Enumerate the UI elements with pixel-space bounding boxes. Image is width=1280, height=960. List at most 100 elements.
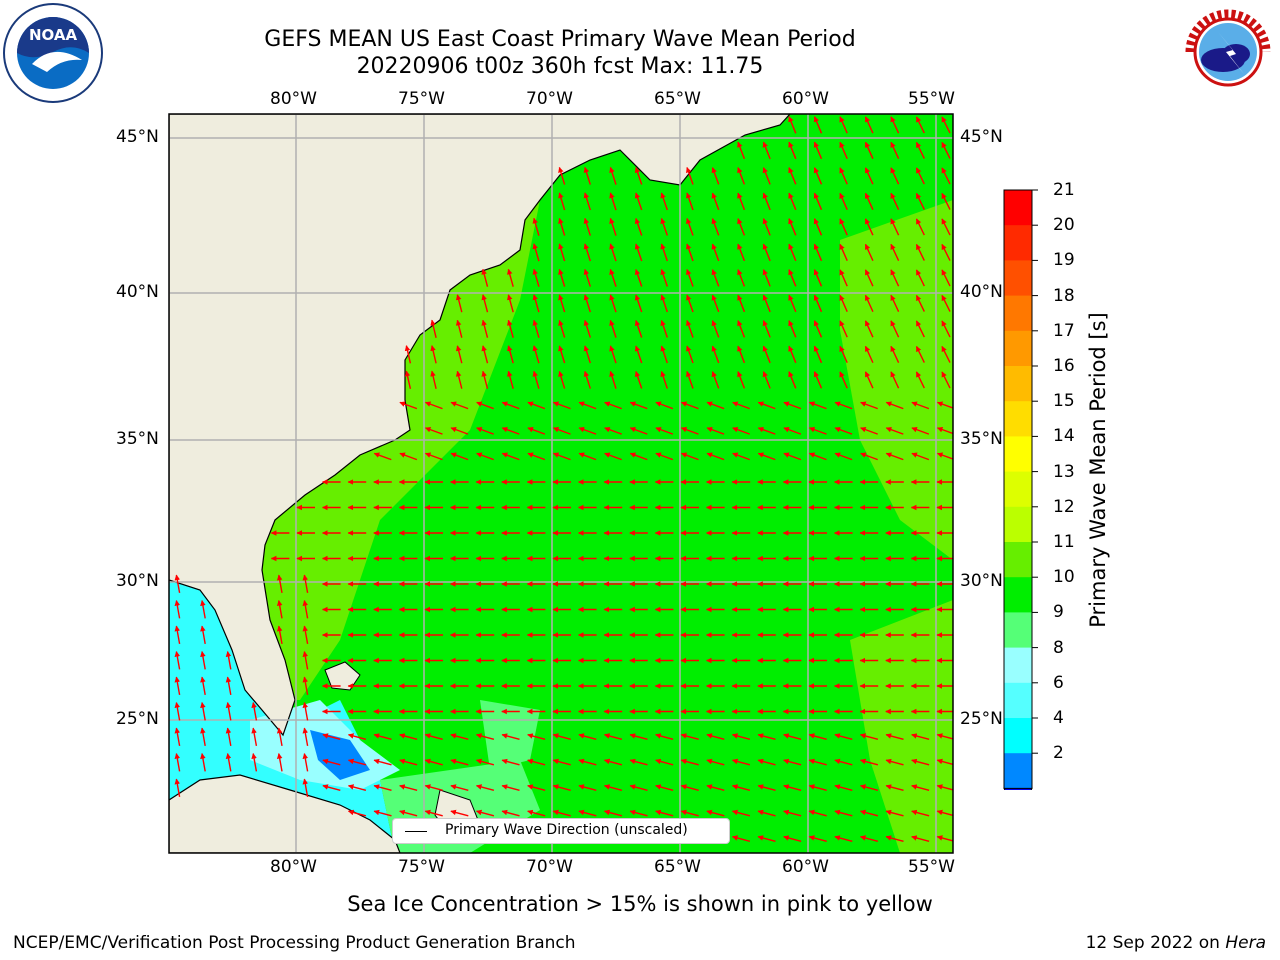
wave-direction-arrow <box>680 401 699 410</box>
wave-direction-arrow <box>629 758 648 766</box>
wave-direction-arrow <box>788 269 797 287</box>
wave-direction-arrow <box>603 758 623 766</box>
wave-direction-arrow <box>399 401 418 410</box>
wave-direction-arrow <box>302 651 309 670</box>
wave-direction-arrow <box>655 452 674 461</box>
wave-direction-arrow <box>941 371 951 389</box>
wave-direction-arrow <box>578 401 597 410</box>
wave-direction-arrow <box>347 809 367 817</box>
wave-direction-arrow <box>578 733 597 740</box>
wave-direction-arrow <box>302 778 309 798</box>
wave-direction-arrow <box>578 758 597 766</box>
wave-direction-arrow <box>737 167 746 185</box>
wave-direction-arrow <box>911 784 930 791</box>
wave-direction-arrow <box>430 319 437 338</box>
wave-direction-arrow <box>200 676 206 696</box>
wave-direction-arrow <box>864 243 874 261</box>
wave-direction-arrow <box>532 345 540 364</box>
wave-direction-arrow <box>225 651 232 670</box>
wave-direction-arrow <box>200 727 206 747</box>
wave-direction-arrow <box>915 243 925 261</box>
wave-direction-arrow <box>762 218 771 236</box>
lon-label-top: 55°W <box>908 89 955 109</box>
wave-direction-arrow <box>732 426 750 435</box>
wave-direction-arrow <box>783 758 802 766</box>
colorbar-segment <box>1004 647 1032 684</box>
wave-direction-arrow <box>834 452 853 461</box>
wave-direction-arrow <box>603 733 623 740</box>
colorbar-segment <box>1004 506 1032 543</box>
branch-credit: NCEP/EMC/Verification Post Processing Pr… <box>13 933 576 953</box>
colorbar-tick-label: 4 <box>1053 708 1064 728</box>
colorbar-segment <box>1004 295 1032 332</box>
wave-direction-arrow <box>552 809 571 817</box>
wave-direction-arrow <box>481 319 489 338</box>
wave-direction-arrow <box>558 319 566 338</box>
wave-direction-arrow <box>936 758 953 766</box>
wave-direction-arrow <box>711 320 720 338</box>
wave-direction-arrow <box>430 345 437 364</box>
wave-direction-arrow <box>834 835 853 842</box>
wave-direction-arrow <box>911 733 930 740</box>
wave-direction-arrow <box>558 345 566 364</box>
wave-direction-arrow <box>762 294 771 313</box>
wave-direction-arrow <box>737 243 746 262</box>
wave-direction-arrow <box>527 452 546 461</box>
wave-direction-arrow <box>788 243 797 262</box>
wave-direction-arrow <box>507 370 514 389</box>
wave-direction-arrow <box>706 733 725 740</box>
lat-label-left: 35°N <box>116 429 159 449</box>
colorbar-tick-label: 17 <box>1053 320 1075 341</box>
lon-label-bottom: 65°W <box>654 857 701 877</box>
wave-direction-arrow <box>783 809 802 817</box>
wave-direction-arrow <box>251 753 258 772</box>
wave-direction-arrow <box>476 452 494 461</box>
wave-direction-arrow <box>629 401 648 410</box>
wave-direction-arrow <box>399 784 418 791</box>
wave-direction-arrow <box>655 733 674 740</box>
wave-direction-arrow <box>347 758 367 766</box>
wave-direction-arrow <box>680 784 699 791</box>
wave-direction-arrow <box>808 809 827 817</box>
noaa-logo: NOAA <box>2 2 104 108</box>
wave-direction-arrow <box>373 733 392 740</box>
wave-direction-arrow <box>424 401 443 410</box>
wave-direction-arrow <box>552 401 571 410</box>
wave-direction-arrow <box>507 294 514 313</box>
wave-direction-arrow <box>834 784 853 791</box>
wave-direction-arrow <box>737 294 746 313</box>
wave-direction-arrow <box>731 733 751 740</box>
wave-direction-arrow <box>680 809 699 817</box>
lon-label-top: 75°W <box>398 89 445 109</box>
wave-direction-arrow <box>864 320 874 338</box>
wave-direction-arrow <box>834 401 853 410</box>
wave-direction-arrow <box>450 733 469 740</box>
wave-direction-arrow <box>711 167 720 185</box>
colorbar-segment <box>1004 401 1032 437</box>
wave-direction-arrow <box>609 345 617 364</box>
wave-direction-arrow <box>936 426 953 435</box>
colorbar-segment <box>1004 753 1032 789</box>
wave-direction-arrow <box>839 294 848 312</box>
wave-direction-arrow <box>788 320 797 338</box>
wave-direction-arrow <box>737 345 746 364</box>
wave-direction-arrow <box>302 702 309 721</box>
wave-direction-arrow <box>655 809 674 817</box>
wave-direction-arrow <box>941 218 951 236</box>
wave-direction-arrow <box>941 294 951 312</box>
lat-label-right: 45°N <box>960 127 1003 147</box>
wave-direction-arrow <box>788 192 797 211</box>
wave-direction-arrow <box>552 452 571 461</box>
wave-direction-arrow <box>424 784 443 791</box>
wave-direction-arrow <box>552 733 571 740</box>
wave-direction-arrow <box>915 371 925 389</box>
wave-direction-arrow <box>476 401 494 410</box>
sea-ice-note: Sea Ice Concentration > 15% is shown in … <box>347 892 933 916</box>
wave-direction-arrow <box>501 784 520 791</box>
wave-direction-arrow <box>885 733 904 740</box>
wave-direction-arrow <box>583 243 591 262</box>
wave-direction-arrow <box>558 166 566 185</box>
wave-direction-arrow <box>737 269 746 287</box>
wave-direction-arrow <box>552 758 571 766</box>
